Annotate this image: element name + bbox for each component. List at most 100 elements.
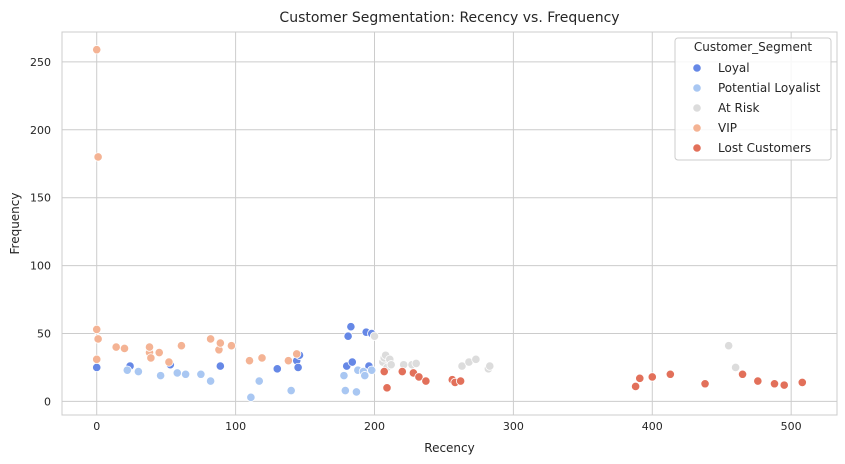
data-point (343, 331, 353, 341)
data-point (386, 360, 396, 370)
data-point (769, 379, 780, 389)
legend-item: VIP (692, 121, 737, 135)
data-point (737, 369, 748, 379)
data-point (206, 334, 216, 344)
data-point (206, 376, 216, 386)
data-point (181, 369, 191, 379)
data-point (665, 369, 675, 379)
x-tick-label: 500 (781, 420, 802, 433)
data-point (700, 379, 710, 389)
data-points (92, 45, 807, 402)
y-tick-label: 150 (30, 192, 51, 205)
data-point (485, 361, 495, 371)
data-point (156, 371, 166, 381)
data-point (286, 385, 296, 396)
legend-item: Potential Loyalist (692, 81, 821, 95)
x-tick-labels: 0 100 200 300 400 500 (93, 420, 801, 433)
legend-item: Lost Customers (692, 141, 811, 155)
data-point (779, 380, 789, 390)
legend-item: At Risk (692, 101, 759, 115)
data-point (92, 354, 102, 364)
x-tick-label: 200 (364, 420, 385, 433)
legend-marker (692, 143, 702, 153)
plot-frame (61, 31, 838, 416)
data-point (340, 385, 350, 396)
legend-marker (692, 83, 702, 93)
data-point (119, 343, 130, 354)
data-point (215, 361, 225, 371)
legend-box (674, 37, 832, 161)
data-point (292, 349, 302, 359)
legend: Customer_Segment Loyal Potential Loyalist… (674, 37, 832, 161)
data-point (226, 341, 237, 351)
data-point (154, 347, 164, 358)
x-tick-label: 100 (225, 420, 246, 433)
legend-marker (692, 63, 702, 73)
x-tick-label: 300 (503, 420, 524, 433)
data-point (471, 354, 481, 364)
series-lost-customers (379, 366, 807, 393)
data-point (172, 368, 182, 378)
data-point (283, 356, 293, 366)
x-axis-label: Recency (424, 441, 474, 455)
data-point (122, 365, 132, 375)
y-tick-label: 200 (30, 124, 51, 137)
data-point (196, 369, 206, 379)
data-point (144, 342, 155, 352)
data-point (111, 342, 121, 352)
data-point (246, 392, 256, 402)
y-tick-labels: 0 50 100 150 200 250 (30, 56, 51, 409)
data-point (93, 334, 103, 344)
data-point (731, 362, 741, 373)
data-point (257, 353, 267, 363)
legend-title: Customer_Segment (694, 40, 813, 54)
y-tick-label: 0 (44, 395, 51, 408)
legend-marker (692, 123, 702, 133)
data-point (379, 366, 389, 377)
data-point (369, 331, 380, 341)
data-point (724, 341, 734, 351)
data-point (215, 338, 225, 348)
data-point (351, 387, 362, 397)
data-point (254, 376, 264, 386)
chart-title: Customer Segmentation: Recency vs. Frequ… (279, 10, 619, 26)
legend-label: VIP (718, 121, 737, 135)
legend-label: Lost Customers (718, 141, 811, 155)
legend-label: Loyal (718, 61, 750, 75)
series-potential-loyalist (122, 365, 377, 402)
data-point (347, 357, 357, 367)
legend-label: At Risk (718, 101, 759, 115)
y-tick-label: 50 (37, 328, 51, 341)
data-point (93, 152, 103, 162)
data-point (797, 377, 807, 388)
data-point (753, 376, 763, 386)
data-point (421, 376, 431, 386)
data-point (272, 364, 282, 374)
data-point (293, 362, 303, 373)
data-point (635, 373, 645, 383)
y-tick-label: 250 (30, 56, 51, 69)
data-point (411, 358, 421, 368)
data-point (414, 372, 424, 382)
x-tick-label: 400 (642, 420, 663, 433)
data-point (146, 353, 156, 363)
data-point (92, 324, 102, 335)
x-tick-label: 0 (93, 420, 100, 433)
data-point (133, 366, 143, 377)
y-tick-label: 100 (30, 260, 51, 273)
data-point (647, 372, 657, 382)
data-point (631, 381, 641, 392)
data-point (164, 357, 174, 367)
data-point (456, 376, 466, 386)
data-point (339, 371, 349, 381)
data-point (397, 366, 407, 377)
legend-marker (692, 103, 702, 113)
series-vip (92, 45, 302, 367)
data-point (92, 362, 102, 373)
data-point (176, 341, 187, 351)
data-point (92, 45, 102, 55)
data-point (244, 356, 255, 366)
y-axis-label: Frequency (8, 193, 22, 255)
legend-item: Loyal (692, 61, 750, 75)
